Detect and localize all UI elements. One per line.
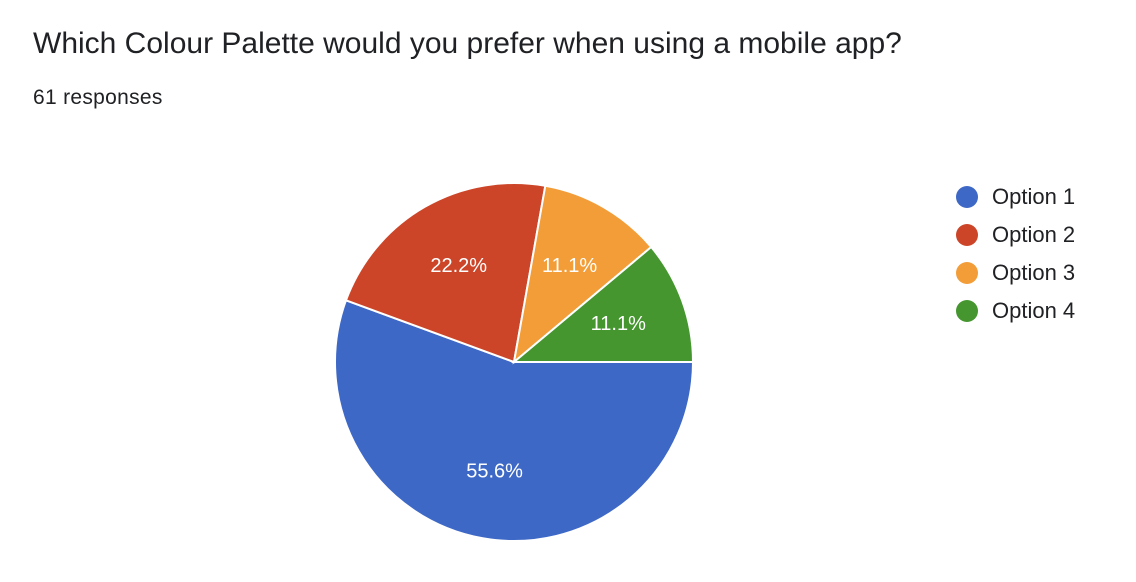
legend-item-option-1[interactable]: Option 1 <box>956 178 1075 216</box>
pie-slice-option-4[interactable] <box>511 245 695 363</box>
chart-legend: Option 1 Option 2 Option 3 Option 4 <box>956 178 1075 330</box>
legend-label: Option 2 <box>992 222 1076 247</box>
chart-title: Which Colour Palette would you prefer wh… <box>33 27 902 60</box>
legend-item-option-4[interactable]: Option 4 <box>956 292 1075 330</box>
legend-item-option-2[interactable]: Option 2 <box>956 216 1075 254</box>
pie-slice-option-3[interactable] <box>512 184 653 365</box>
response-count: 61 responses <box>33 86 163 109</box>
legend-swatch <box>956 224 978 246</box>
pie-slice-option-1[interactable] <box>334 299 695 542</box>
pie-slice-option-2[interactable] <box>344 182 547 364</box>
legend-item-option-3[interactable]: Option 3 <box>956 254 1075 292</box>
legend-label: Option 4 <box>992 298 1076 323</box>
legend-swatch <box>956 262 978 284</box>
slice-label-option-1: 55.6% <box>466 460 523 482</box>
slice-label-option-2: 22.2% <box>430 255 487 277</box>
legend-label: Option 1 <box>992 184 1076 209</box>
slice-label-option-4: 11.1% <box>591 313 646 335</box>
legend-swatch <box>956 186 978 208</box>
legend-label: Option 3 <box>992 260 1076 285</box>
legend-swatch <box>956 300 978 322</box>
slice-label-option-3: 11.1% <box>542 255 597 277</box>
